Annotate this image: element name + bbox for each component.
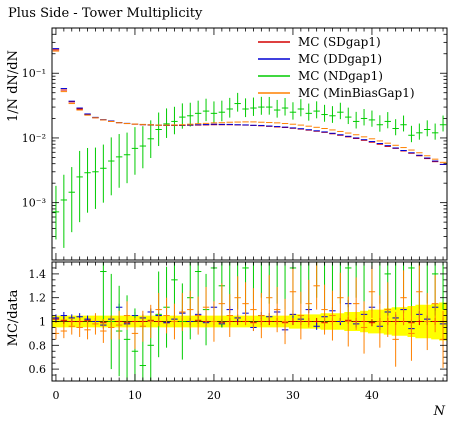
legend-label: MC (SDgap1)	[298, 35, 381, 49]
series-2-main	[52, 48, 447, 165]
legend-label: MC (NDgap1)	[298, 69, 383, 83]
x-axis-label: N	[433, 404, 446, 419]
x-tick-label: 0	[52, 389, 59, 402]
x-tick-label: 10	[128, 389, 142, 402]
y-tick-label-ratio: 0.8	[29, 339, 47, 352]
legend-label: MC (DDgap1)	[298, 52, 382, 66]
series-1-main	[52, 49, 447, 165]
x-tick-label: 40	[365, 389, 379, 402]
chart-title: Plus Side - Tower Multiplicity	[8, 6, 203, 21]
y-tick-label-ratio: 0.6	[29, 363, 47, 376]
series-4-main	[52, 50, 447, 163]
y-tick-label-main: 10⁻²	[22, 132, 46, 145]
y-tick-label-main: 10⁻³	[22, 197, 46, 210]
main-y-axis-label: 1/N dN/dN	[6, 50, 21, 122]
y-tick-label-ratio: 1.2	[29, 292, 47, 305]
ratio-y-axis-label: MC/data	[6, 289, 21, 346]
legend-label: MC (MinBiasGap1)	[298, 86, 415, 100]
axis-ticks: 0 10 20 30 40 10⁻³ 10⁻² 10⁻¹ 0.6 0.8 1 1.2 1.4	[22, 27, 447, 402]
y-tick-label-ratio: 1	[39, 316, 46, 329]
legend: MC (SDgap1) MC (DDgap1) MC (NDgap1) MC (Min…	[258, 35, 415, 100]
series-4-ratio	[52, 262, 447, 368]
y-tick-label-ratio: 1.4	[29, 268, 47, 281]
main-plot-series	[52, 48, 447, 248]
x-tick-label: 20	[207, 389, 221, 402]
x-tick-label: 30	[286, 389, 300, 402]
series-3-main	[52, 92, 447, 248]
y-tick-label-main: 10⁻¹	[22, 67, 46, 80]
